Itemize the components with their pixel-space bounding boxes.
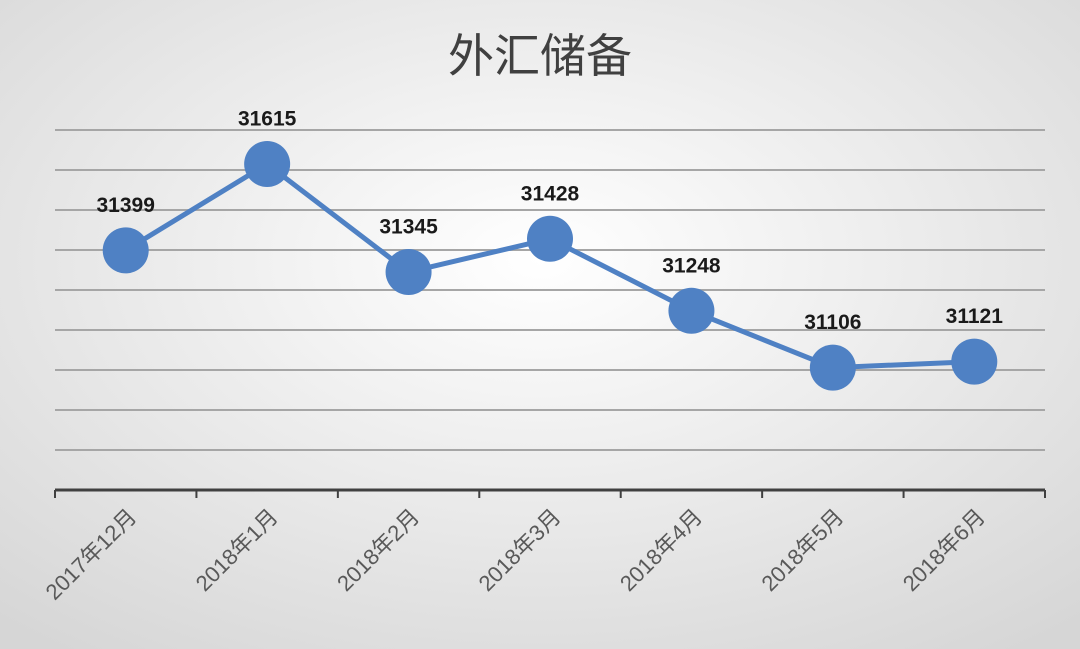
chart-title: 外汇储备 bbox=[448, 30, 632, 82]
data-label: 31615 bbox=[238, 108, 297, 131]
marker bbox=[244, 141, 291, 187]
data-label: 31248 bbox=[662, 254, 721, 277]
data-label: 31399 bbox=[97, 194, 155, 217]
marker bbox=[527, 215, 573, 262]
data-label: 31121 bbox=[946, 305, 1004, 328]
marker bbox=[385, 249, 432, 295]
data-label: 31345 bbox=[379, 216, 438, 239]
marker bbox=[668, 287, 715, 334]
marker bbox=[809, 344, 856, 391]
marker bbox=[951, 338, 998, 385]
marker bbox=[102, 227, 149, 274]
data-label: 31106 bbox=[804, 311, 861, 334]
data-label: 31428 bbox=[521, 182, 580, 205]
